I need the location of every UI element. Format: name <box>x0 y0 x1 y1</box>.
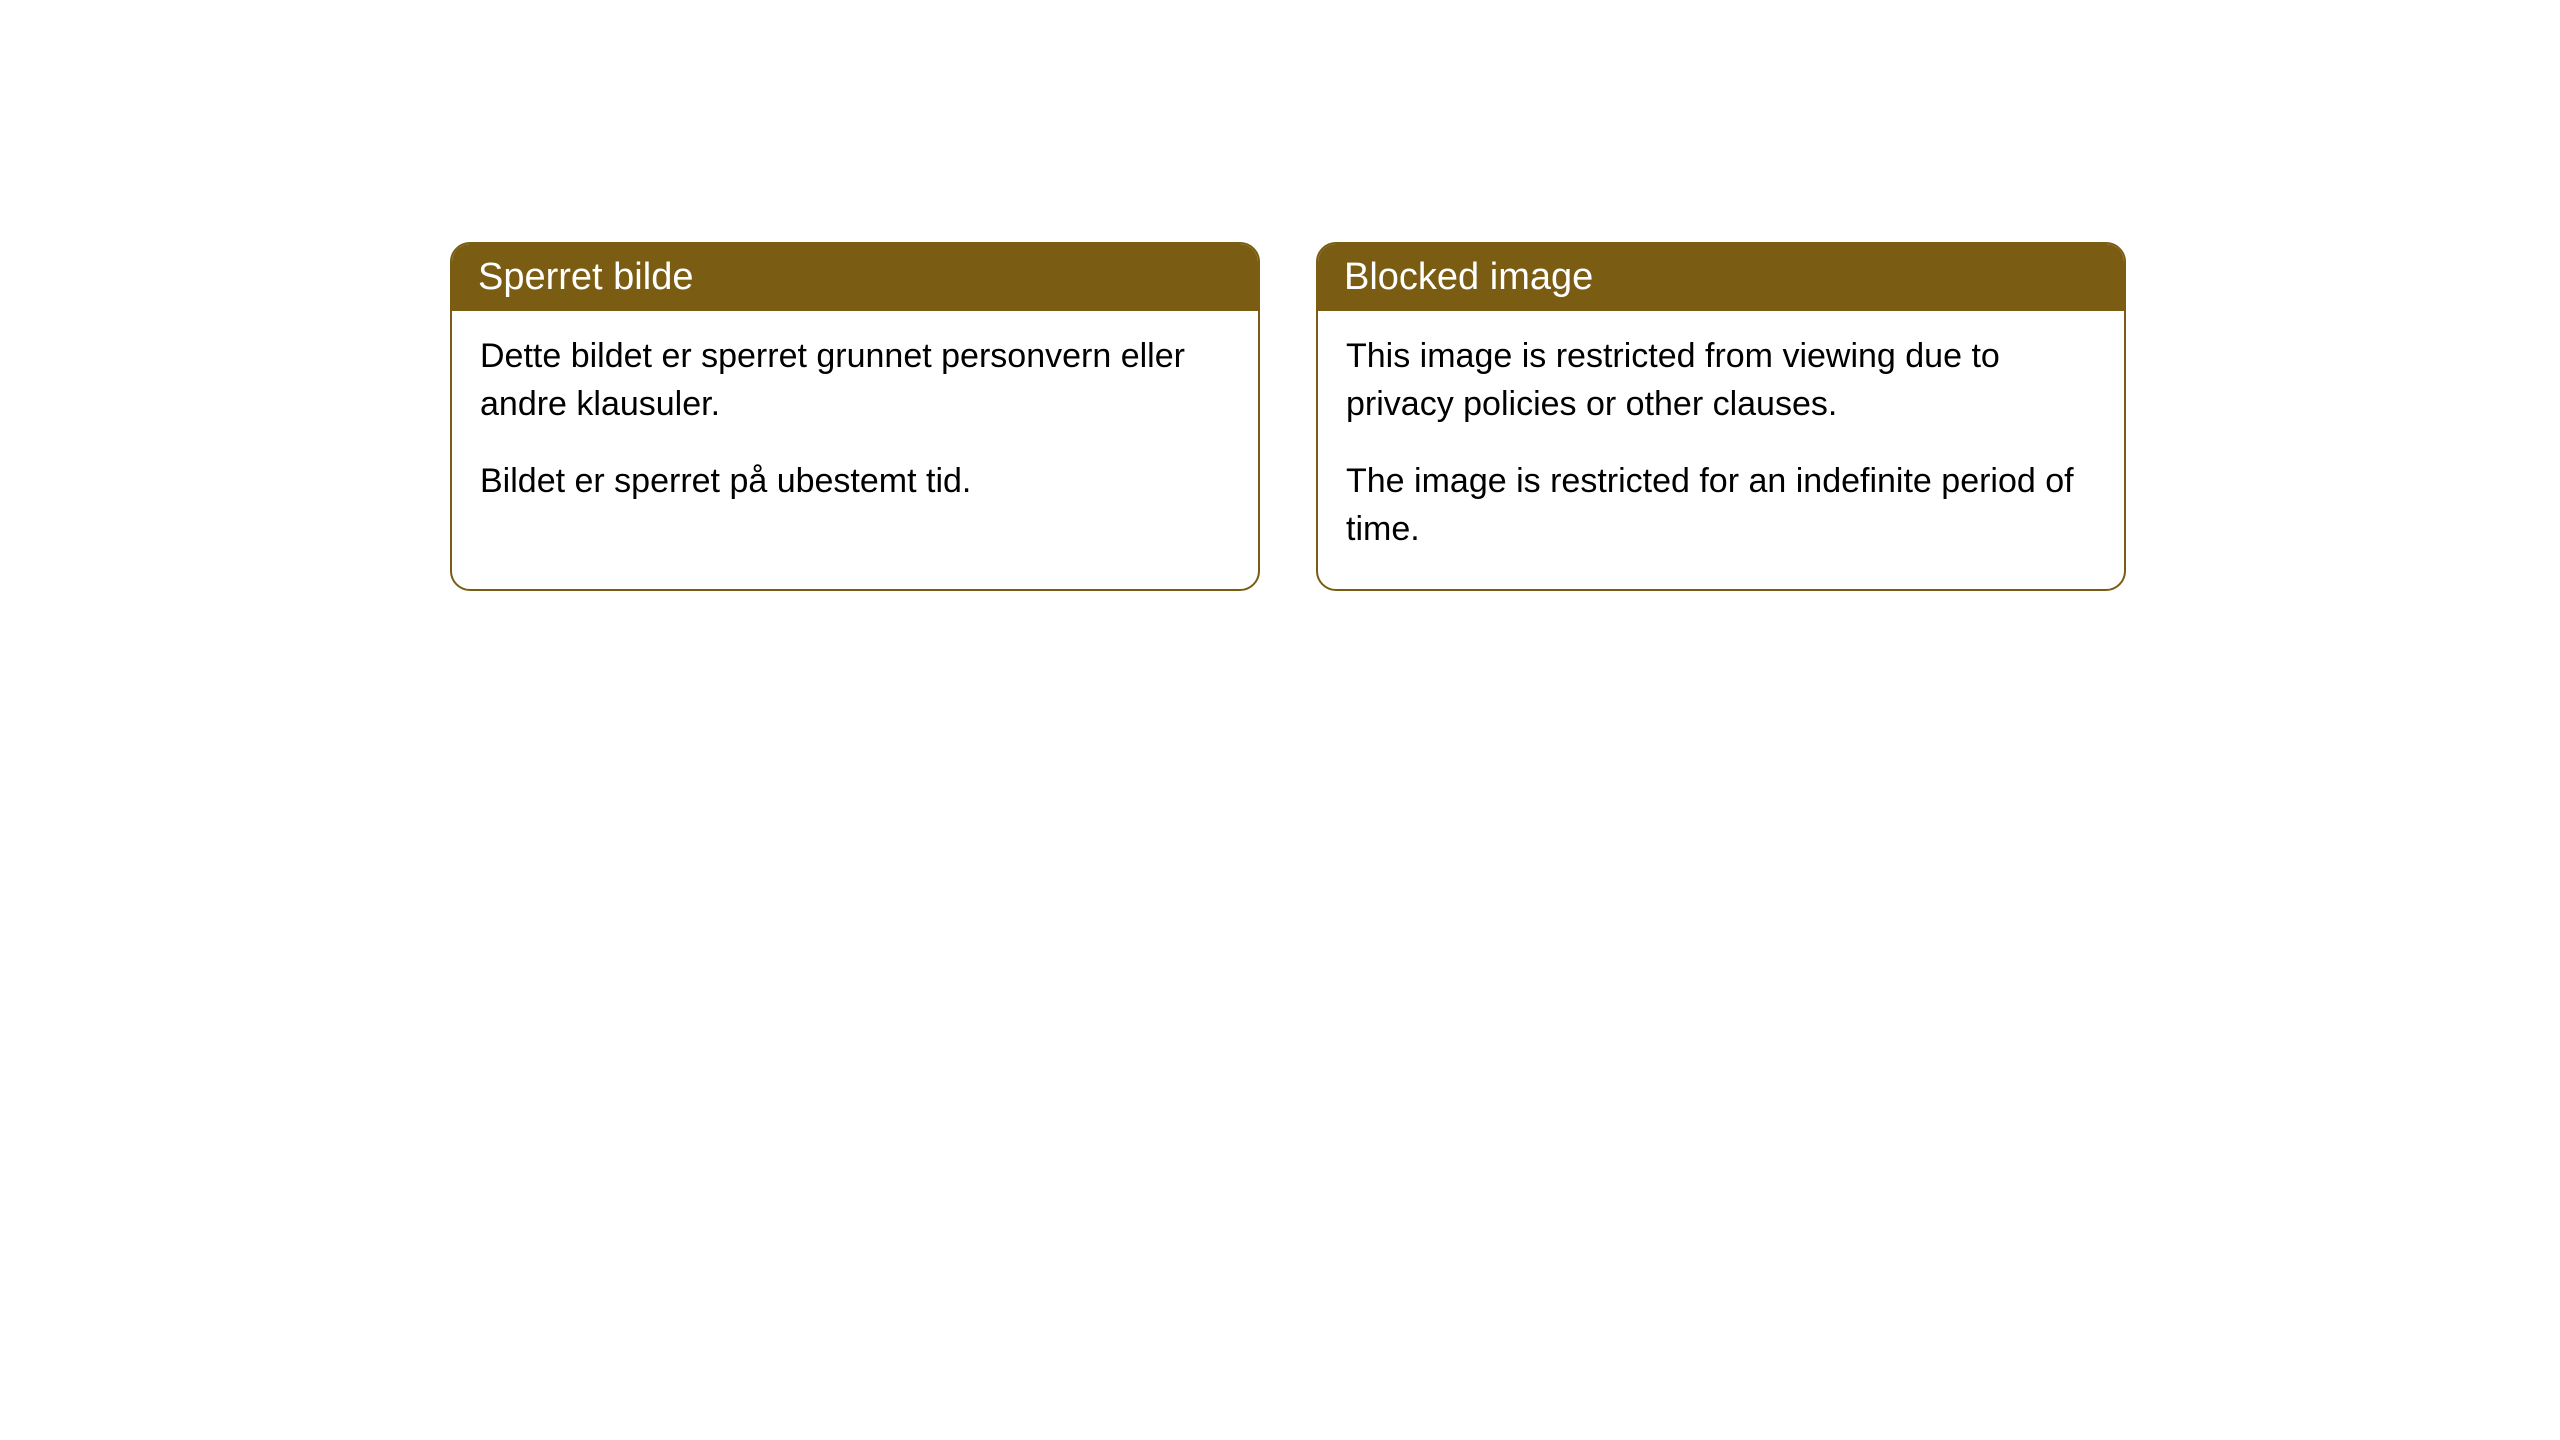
notice-card-english: Blocked image This image is restricted f… <box>1316 242 2126 591</box>
card-header-norwegian: Sperret bilde <box>452 244 1258 311</box>
card-header-english: Blocked image <box>1318 244 2124 311</box>
card-paragraph-1: This image is restricted from viewing du… <box>1346 333 2096 428</box>
card-paragraph-2: The image is restricted for an indefinit… <box>1346 458 2096 553</box>
card-body-norwegian: Dette bildet er sperret grunnet personve… <box>452 311 1258 542</box>
card-paragraph-2: Bildet er sperret på ubestemt tid. <box>480 458 1230 506</box>
card-title: Blocked image <box>1344 256 1593 298</box>
card-title: Sperret bilde <box>478 256 693 298</box>
card-paragraph-1: Dette bildet er sperret grunnet personve… <box>480 333 1230 428</box>
notice-cards-container: Sperret bilde Dette bildet er sperret gr… <box>450 242 2560 591</box>
card-body-english: This image is restricted from viewing du… <box>1318 311 2124 589</box>
notice-card-norwegian: Sperret bilde Dette bildet er sperret gr… <box>450 242 1260 591</box>
